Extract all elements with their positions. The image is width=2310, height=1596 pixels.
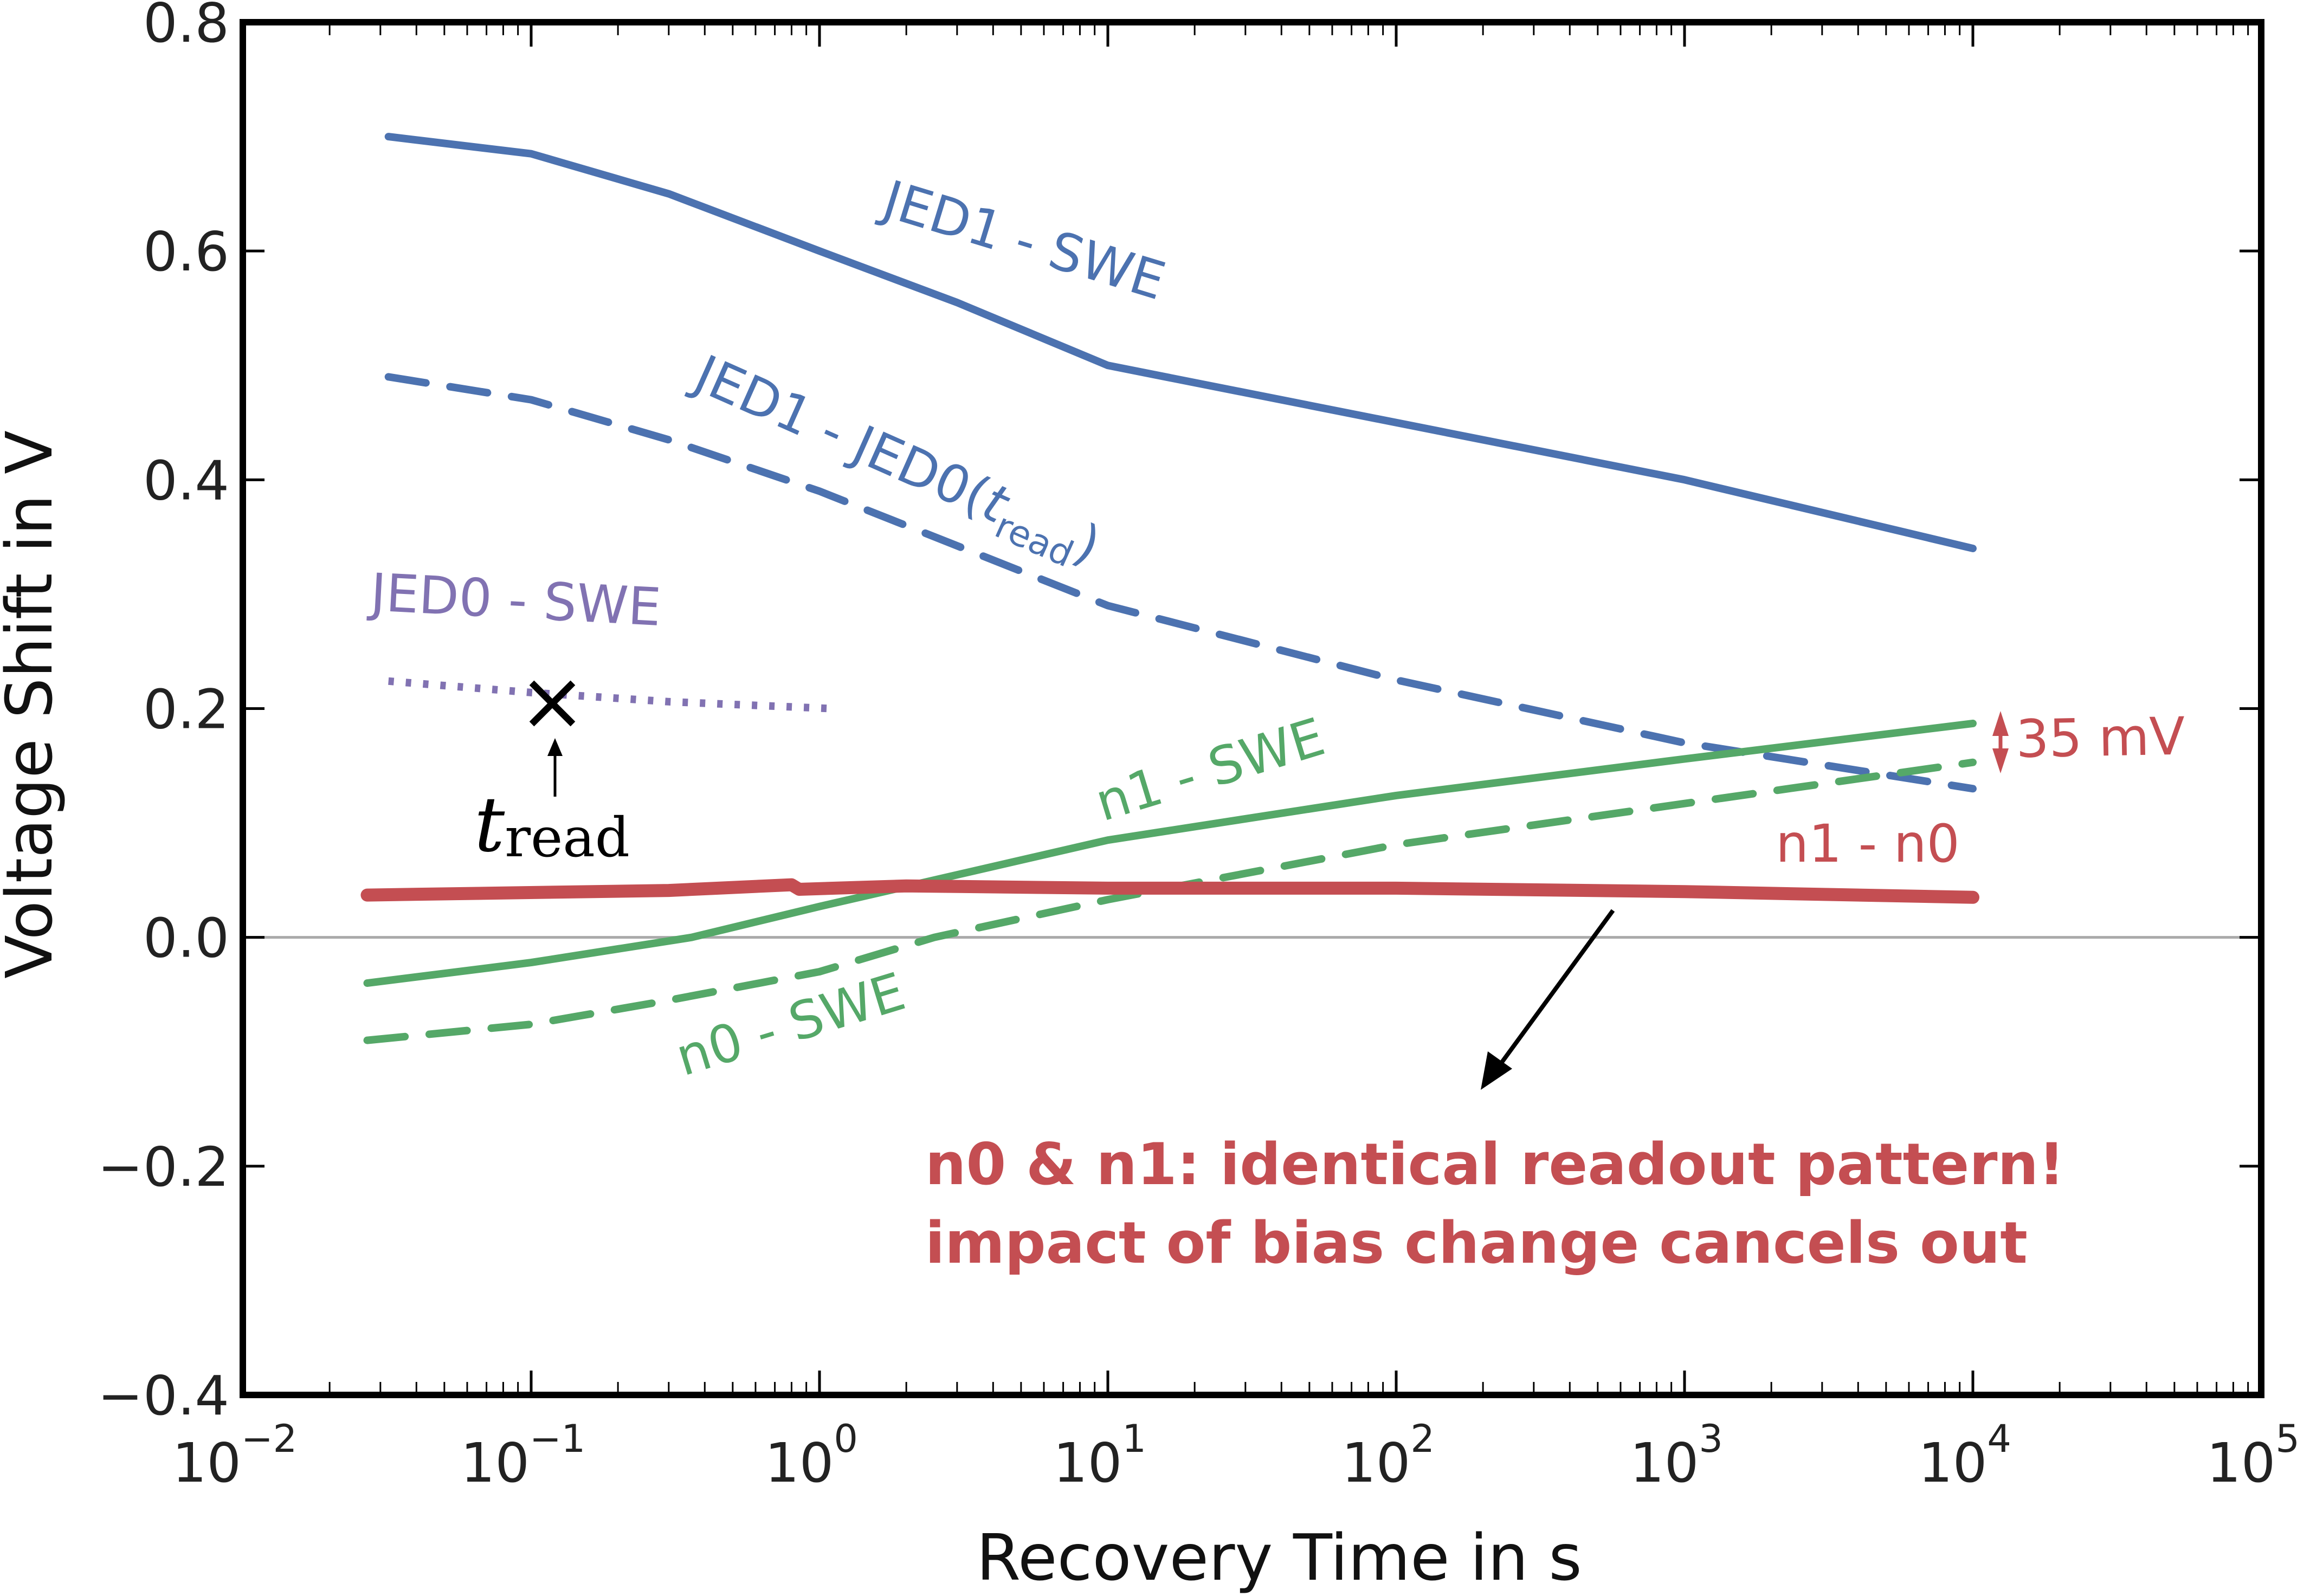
x-tick-exponent: 0 <box>834 1417 858 1461</box>
x-tick-base: 10 <box>1341 1431 1410 1495</box>
series-layer <box>360 133 1979 1044</box>
y-tick-label: 0.6 <box>143 220 229 283</box>
y-tick-label: 0.4 <box>143 449 229 512</box>
note-arrow <box>1494 909 1615 1072</box>
delta-arrow-up <box>1992 711 2009 736</box>
x-tick-label: 10−2 <box>172 1417 297 1495</box>
x-tick-base: 10 <box>1918 1431 1987 1495</box>
tread-sub: read <box>505 806 630 869</box>
x-tick-base: 10 <box>1630 1431 1699 1495</box>
x-tick-base: 10 <box>1053 1431 1122 1495</box>
x-tick-exponent: −1 <box>530 1417 585 1461</box>
x-tick-label: 102 <box>1341 1417 1435 1495</box>
tread-arrow-head <box>547 738 563 756</box>
x-tick-exponent: 5 <box>2275 1417 2300 1461</box>
series-jed1-swe <box>384 133 1977 552</box>
x-tick-base: 10 <box>172 1431 241 1495</box>
tick-labels-layer: 0.80.60.40.20.0−0.2−0.410−2 10−1 100 101 102… <box>98 0 2300 1495</box>
x-tick-label: 104 <box>1918 1417 2011 1495</box>
y-tick-label: −0.2 <box>98 1135 229 1199</box>
x-tick-exponent: 4 <box>1987 1417 2011 1461</box>
label-n0-swe: n0 - SWE <box>669 961 912 1088</box>
x-tick-exponent: −2 <box>241 1417 297 1461</box>
x-tick-label: 101 <box>1053 1417 1146 1495</box>
series-n1-n0 <box>360 878 1979 904</box>
note-line-1: n0 & n1: identical readout pattern! <box>925 1131 2064 1198</box>
x-tick-base: 10 <box>461 1431 530 1495</box>
y-tick-label: 0.0 <box>143 907 229 970</box>
x-tick-base: 10 <box>2206 1431 2275 1495</box>
label-jed1-jed0: JED1 - JED0(tread) <box>680 343 1109 584</box>
series-jed1-jed0-t-read <box>384 373 1977 793</box>
series-jed0-swe <box>388 677 832 713</box>
series-n1-swe <box>363 719 1977 987</box>
delta-label: 35 mV <box>2015 706 2185 770</box>
series-n0-swe <box>363 758 1977 1044</box>
tread-cross-icon: × <box>518 654 586 748</box>
delta-arrow-down <box>1992 748 2009 773</box>
x-tick-label: 100 <box>765 1417 858 1495</box>
y-axis-label: Voltage Shift in V <box>0 430 67 979</box>
y-tick-label: 0.2 <box>143 678 229 741</box>
tread-label: tread <box>474 781 630 869</box>
x-tick-exponent: 2 <box>1410 1417 1435 1461</box>
label-n1-n0: n1 - n0 <box>1776 813 1960 874</box>
label-jed0-swe: JED0 - SWE <box>366 562 662 638</box>
x-tick-label: 105 <box>2206 1417 2300 1495</box>
note-arrow-head <box>1481 1051 1512 1090</box>
x-axis-label: Recovery Time in s <box>976 1520 1582 1595</box>
x-tick-label: 103 <box>1630 1417 1723 1495</box>
note-line-2: impact of bias change cancels out <box>925 1210 2028 1276</box>
x-tick-label: 10−1 <box>461 1417 585 1495</box>
tread-t: t <box>474 781 505 869</box>
x-tick-exponent: 1 <box>1122 1417 1146 1461</box>
y-tick-label: −0.4 <box>98 1364 229 1427</box>
plot-frame <box>240 19 2264 1398</box>
x-tick-base: 10 <box>765 1431 834 1495</box>
x-tick-exponent: 3 <box>1699 1417 1723 1461</box>
y-tick-label: 0.8 <box>143 0 229 55</box>
